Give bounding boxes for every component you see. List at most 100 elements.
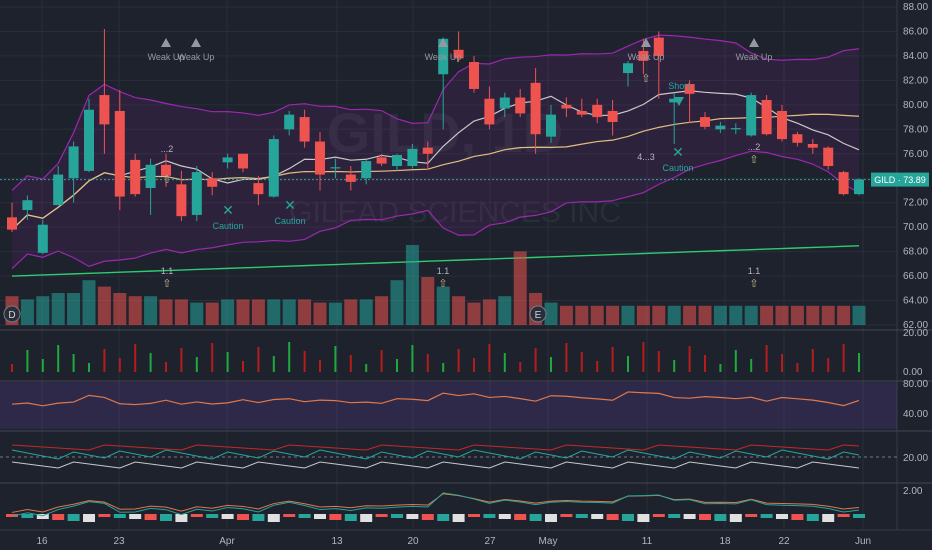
macd-histogram-bar — [514, 514, 527, 520]
weak-up-label: Weak Up — [148, 52, 185, 62]
up-arrow-icon: ⇧ — [438, 278, 447, 290]
histogram-bar — [149, 353, 152, 372]
weak-up-triangle — [749, 38, 759, 47]
volume-bar — [729, 305, 743, 325]
macd-histogram-bar — [21, 514, 34, 518]
histogram-bar — [488, 344, 491, 372]
caution-marker: ✕ — [672, 144, 684, 160]
candle-body — [207, 178, 218, 187]
candle-body — [746, 95, 757, 136]
time-tick-label: 27 — [484, 536, 496, 547]
time-tick-label: Apr — [219, 536, 235, 547]
candle-body — [854, 179, 864, 195]
macd-histogram-bar — [545, 514, 557, 522]
volume-bar — [498, 296, 512, 325]
oscillator-band — [0, 382, 897, 429]
histogram-bar — [796, 363, 799, 372]
macd-histogram-bar — [776, 514, 788, 519]
volume-bar — [344, 299, 358, 325]
histogram-bar — [734, 350, 737, 372]
volume-bar — [67, 293, 81, 325]
weak-up-triangle — [161, 38, 171, 47]
price-tick-label: 82.00 — [903, 75, 928, 86]
macd-histogram-bar — [652, 514, 665, 517]
candle-body — [653, 37, 664, 56]
candle-body — [576, 110, 587, 115]
histogram-bar — [72, 354, 75, 372]
price-tick-label: 88.00 — [903, 2, 928, 13]
price-tick-label: 72.00 — [903, 198, 928, 209]
candle-body — [161, 164, 171, 176]
candle-body — [22, 200, 33, 211]
candle-body — [792, 134, 803, 143]
histogram-bar — [704, 355, 706, 372]
weak-up-label: Weak Up — [425, 52, 462, 62]
candle-body — [37, 224, 48, 253]
macd-histogram-bar — [283, 514, 296, 517]
candle-body — [253, 183, 264, 195]
candle-body — [807, 143, 818, 148]
panel-tick-label: 0.00 — [903, 367, 923, 378]
histogram-bar — [858, 353, 860, 372]
macd-histogram-bar — [36, 514, 49, 519]
volume-bar — [513, 251, 527, 325]
volume-bar — [298, 299, 312, 325]
candle-body — [114, 110, 125, 197]
histogram-bar — [657, 351, 660, 372]
weak-up-label: Weak Up — [628, 52, 665, 62]
candle-body — [561, 104, 572, 109]
candle-body — [407, 148, 418, 166]
candle-body — [345, 174, 356, 182]
up-arrow-icon: ⇧ — [749, 278, 758, 290]
histogram-bar — [627, 356, 629, 372]
histogram-bar — [134, 344, 137, 372]
volume-bar — [760, 305, 774, 325]
event-badge — [529, 305, 547, 323]
macd-histogram-bar — [129, 514, 142, 519]
candle-body — [268, 139, 279, 197]
signal-text: 4...3 — [637, 152, 655, 162]
time-tick-label: May — [539, 536, 558, 547]
volume-bar — [97, 286, 111, 325]
candle-body — [191, 172, 202, 215]
macd-histogram-bar — [714, 514, 727, 521]
macd-histogram-bar — [745, 514, 758, 517]
volume-bar — [251, 299, 265, 325]
volume-bar — [405, 245, 419, 325]
histogram-bar — [827, 358, 830, 372]
volume-bar — [713, 305, 727, 325]
candle-body — [700, 117, 710, 127]
weak-up-label: Weak Up — [736, 52, 773, 62]
macd-histogram-bar — [160, 514, 172, 521]
histogram-bar — [242, 361, 244, 372]
macd-histogram-bar — [113, 514, 126, 518]
candle-body — [53, 174, 64, 206]
candle-body — [638, 51, 649, 61]
candle-body — [130, 159, 141, 195]
histogram-bar — [211, 343, 214, 372]
axes: 88.0086.0084.0082.0080.0078.0076.0074.00… — [36, 2, 929, 547]
macd-histogram-bar — [298, 514, 311, 518]
price-tick-label: 80.00 — [903, 100, 928, 111]
time-tick-label: 13 — [331, 536, 343, 547]
dmi-minus-line — [11, 444, 860, 451]
panel-tick-label: 80.00 — [903, 379, 928, 390]
signal-text: 1.1 — [161, 266, 174, 276]
weak-up-triangle — [191, 38, 201, 47]
panel-tick-label: 20.00 — [903, 453, 928, 464]
histogram-bar — [719, 364, 722, 372]
up-arrow-icon: ⇧ — [162, 278, 171, 290]
candle-body — [453, 49, 464, 59]
candle-body — [623, 63, 633, 74]
volume-bar — [174, 299, 188, 325]
histogram-bar — [611, 347, 614, 372]
candle-body — [761, 99, 772, 135]
event-badge — [3, 305, 21, 323]
histogram-bar — [842, 344, 845, 372]
oscillator-line — [11, 391, 860, 407]
volume-bar — [606, 305, 620, 325]
volume-bar — [467, 302, 481, 325]
histogram-bar — [426, 354, 429, 372]
